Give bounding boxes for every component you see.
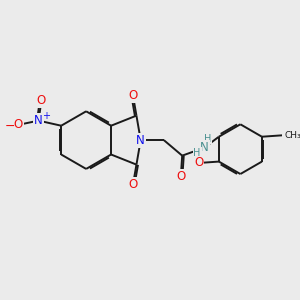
Text: +: + — [43, 110, 50, 121]
Text: O: O — [14, 118, 23, 131]
Text: CH₃: CH₃ — [284, 131, 300, 140]
Text: O: O — [128, 89, 138, 102]
Text: N: N — [34, 114, 43, 127]
Text: O: O — [176, 170, 185, 183]
Text: H: H — [204, 134, 211, 144]
Text: −: − — [5, 120, 16, 133]
Text: O: O — [37, 94, 46, 107]
Text: N: N — [136, 134, 145, 147]
Text: O: O — [194, 157, 203, 169]
Text: N: N — [200, 141, 208, 154]
Text: O: O — [128, 178, 138, 191]
Text: H: H — [194, 148, 201, 158]
